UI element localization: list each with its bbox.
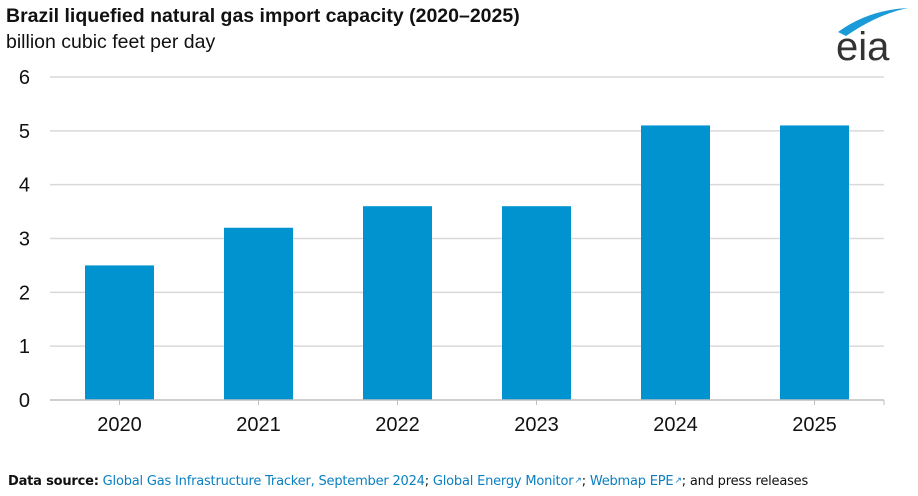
bar-chart: 0 1 2 3 4 5 6 2020 2021 2022 2023 2024 2025 <box>19 67 885 436</box>
y-tick-label: 0 <box>19 390 30 412</box>
x-tick-label: 2024 <box>653 414 698 436</box>
source-link-tracker[interactable]: Global Gas Infrastructure Tracker, Septe… <box>102 474 425 489</box>
bar-2024 <box>641 125 710 400</box>
chart-title: Brazil liquefied natural gas import capa… <box>6 5 520 27</box>
y-tick-label: 6 <box>19 67 30 89</box>
bar-2022 <box>363 206 432 400</box>
x-tick-label: 2022 <box>375 414 420 436</box>
bars <box>85 125 849 400</box>
source-separator: ; <box>424 474 433 489</box>
data-source: Data source: Global Gas Infrastructure T… <box>8 474 808 489</box>
gridlines <box>50 76 884 347</box>
source-link-epe[interactable]: Webmap EPE <box>589 474 674 489</box>
source-label: Data source: <box>8 474 99 489</box>
y-tick-label: 1 <box>19 336 30 358</box>
eia-logo: eia <box>836 8 908 66</box>
x-axis: 2020 2021 2022 2023 2024 2025 <box>50 399 885 436</box>
bar-2021 <box>224 227 293 400</box>
bar-2023 <box>502 206 571 400</box>
x-tick-label: 2023 <box>514 414 559 436</box>
x-tick-label: 2020 <box>97 414 142 436</box>
chart-subtitle: billion cubic feet per day <box>6 31 216 53</box>
x-tick-label: 2025 <box>792 414 837 436</box>
y-tick-label: 3 <box>19 229 30 251</box>
x-tick-label: 2021 <box>236 414 281 436</box>
y-tick-label: 4 <box>19 175 30 197</box>
source-separator: ; <box>581 474 590 489</box>
bar-2020 <box>85 265 154 400</box>
logo-text: eia <box>836 25 890 66</box>
external-link-icon[interactable]: ↗ <box>674 476 682 486</box>
y-tick-label: 5 <box>19 121 30 143</box>
bar-2025 <box>780 125 849 400</box>
y-axis-ticks: 0 1 2 3 4 5 6 <box>19 67 30 412</box>
source-link-gem[interactable]: Global Energy Monitor <box>432 474 574 489</box>
external-link-icon[interactable]: ↗ <box>574 476 582 486</box>
y-tick-label: 2 <box>19 282 30 304</box>
source-tail: ; and press releases <box>681 474 809 489</box>
logo-arc <box>838 8 908 36</box>
